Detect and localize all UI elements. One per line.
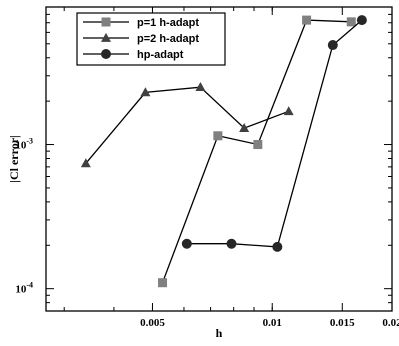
data-point	[195, 82, 206, 92]
legend: p=1 h-adapt p=2 h-adapt hp-adapt	[76, 12, 226, 66]
x-tick-label: 0.01	[263, 317, 282, 329]
y-axis-title: |Cl error|	[7, 135, 21, 182]
data-point	[253, 140, 263, 150]
legend-entry: p=1 h-adapt	[83, 17, 199, 29]
data-point	[226, 238, 237, 249]
series-square	[158, 15, 356, 288]
data-point	[302, 15, 312, 25]
x-axis-ticks: 0.005 0.01 0.015 0.02	[63, 7, 399, 329]
x-tick-label: 0.015	[330, 317, 355, 329]
data-point	[272, 241, 283, 252]
data-point	[327, 40, 338, 51]
series-circle	[181, 15, 367, 252]
x-tick-label: 0.02	[382, 317, 399, 329]
data-point	[283, 106, 294, 116]
legend-marker	[101, 49, 111, 59]
data-point	[213, 131, 223, 141]
legend-label: hp-adapt	[137, 49, 184, 61]
legend-marker	[101, 17, 111, 27]
data-point	[158, 278, 168, 288]
legend-label: p=1 h-adapt	[137, 17, 199, 29]
series-triangle	[80, 82, 294, 168]
data-point	[239, 122, 250, 132]
legend-entry: p=2 h-adapt	[83, 32, 199, 45]
data-point	[356, 15, 367, 26]
series-line	[85, 86, 289, 164]
data-point	[346, 17, 356, 27]
legend-entry: hp-adapt	[83, 49, 184, 61]
data-point	[140, 87, 151, 97]
x-axis-title: h	[216, 326, 223, 340]
legend-marker	[101, 32, 111, 42]
y-tick-label: 10-4	[15, 281, 33, 296]
legend-label: p=2 h-adapt	[137, 33, 199, 45]
y-axis-ticks: 10-410-3	[15, 13, 392, 312]
x-tick-label: 0.005	[140, 317, 165, 329]
data-point	[80, 158, 91, 168]
data-series	[80, 15, 367, 288]
data-point	[181, 238, 192, 249]
